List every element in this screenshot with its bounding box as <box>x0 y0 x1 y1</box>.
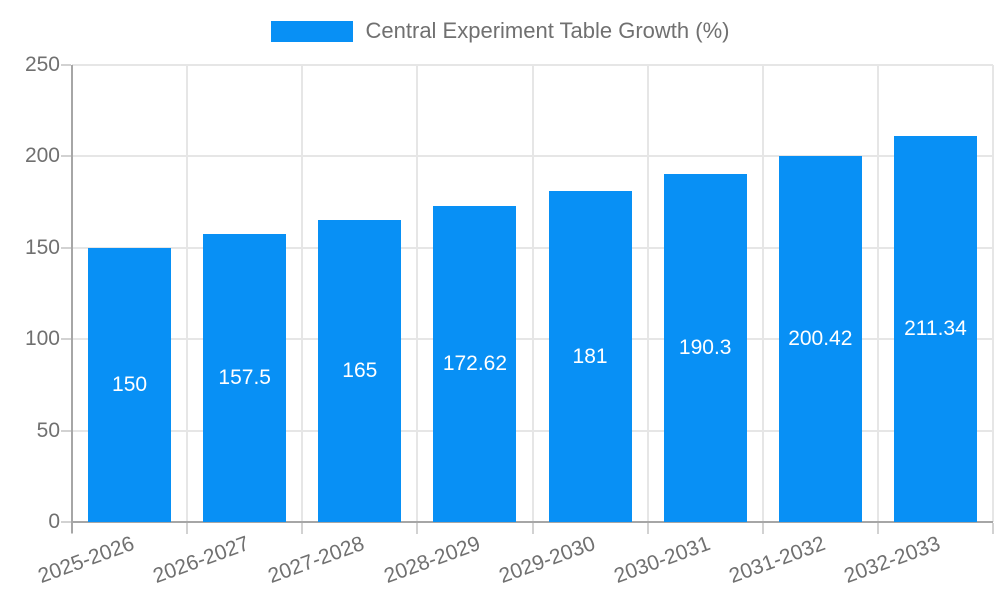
x-axis-tick <box>992 523 994 534</box>
x-axis-tick <box>186 523 189 534</box>
x-axis-tick <box>646 523 649 534</box>
x-axis-line <box>72 521 993 523</box>
y-axis-tick <box>61 429 71 432</box>
bar-value-label: 172.62 <box>442 352 508 376</box>
y-axis-tick-label: 150 <box>24 235 60 259</box>
legend-swatch <box>270 20 353 42</box>
gridline-vertical <box>646 65 649 522</box>
x-axis-tick <box>761 523 764 534</box>
legend-label: Central Experiment Table Growth (%) <box>365 18 730 43</box>
y-axis-tick <box>61 338 71 341</box>
bar <box>433 206 517 522</box>
gridline-vertical <box>761 65 764 522</box>
x-axis-tick-label: 2031-2032 <box>725 532 829 588</box>
bar <box>548 191 632 522</box>
x-axis-tick <box>876 523 879 534</box>
x-axis-tick-label: 2032-2033 <box>841 532 944 588</box>
gridline-vertical <box>416 65 419 522</box>
bar <box>663 174 747 522</box>
chart-legend: Central Experiment Table Growth (%) <box>0 18 1000 44</box>
bar-value-label: 211.34 <box>904 316 967 340</box>
bar <box>778 155 862 522</box>
bar <box>203 234 287 522</box>
y-axis-tick <box>61 64 71 66</box>
y-axis-tick-label: 200 <box>24 144 60 168</box>
bar-value-label: 181 <box>572 344 608 368</box>
bar <box>318 220 402 522</box>
y-axis-tick-label: 50 <box>36 418 60 442</box>
gridline-vertical <box>186 65 189 522</box>
bar <box>88 247 172 522</box>
bar-value-label: 190.3 <box>678 336 732 360</box>
gridline-vertical <box>876 65 879 522</box>
x-axis-tick-label: 2027-2028 <box>265 532 368 588</box>
bar-value-label: 157.5 <box>218 366 271 390</box>
x-axis-tick <box>416 523 419 534</box>
y-axis-tick <box>61 521 71 523</box>
bar-value-label: 200.42 <box>788 326 853 350</box>
x-axis-tick-label: 2025-2026 <box>35 532 138 588</box>
plot-area: 150 157.5 165 172.62 181 190.3 200.42 211.34 <box>61 64 994 534</box>
gridline-vertical <box>992 65 994 522</box>
x-axis-tick-label: 2030-2031 <box>610 532 714 588</box>
gridline-vertical <box>531 65 534 522</box>
x-axis-tick <box>301 523 304 534</box>
x-axis-tick <box>531 523 534 534</box>
y-axis-tick <box>61 246 71 249</box>
y-axis-tick-label: 0 <box>48 510 60 533</box>
bar <box>893 135 977 522</box>
bar-value-label: 165 <box>342 359 378 383</box>
gridline-vertical <box>301 65 304 522</box>
bar-value-label: 150 <box>112 372 148 396</box>
x-axis-tick-label: 2026-2027 <box>150 532 253 588</box>
y-axis-line <box>71 65 73 533</box>
y-axis-tick-label: 100 <box>24 327 60 351</box>
x-axis-tick-label: 2028-2029 <box>380 532 483 588</box>
y-axis-tick-label: 250 <box>24 53 60 76</box>
x-axis-tick-label: 2029-2030 <box>495 532 598 588</box>
y-axis-tick <box>61 155 71 158</box>
